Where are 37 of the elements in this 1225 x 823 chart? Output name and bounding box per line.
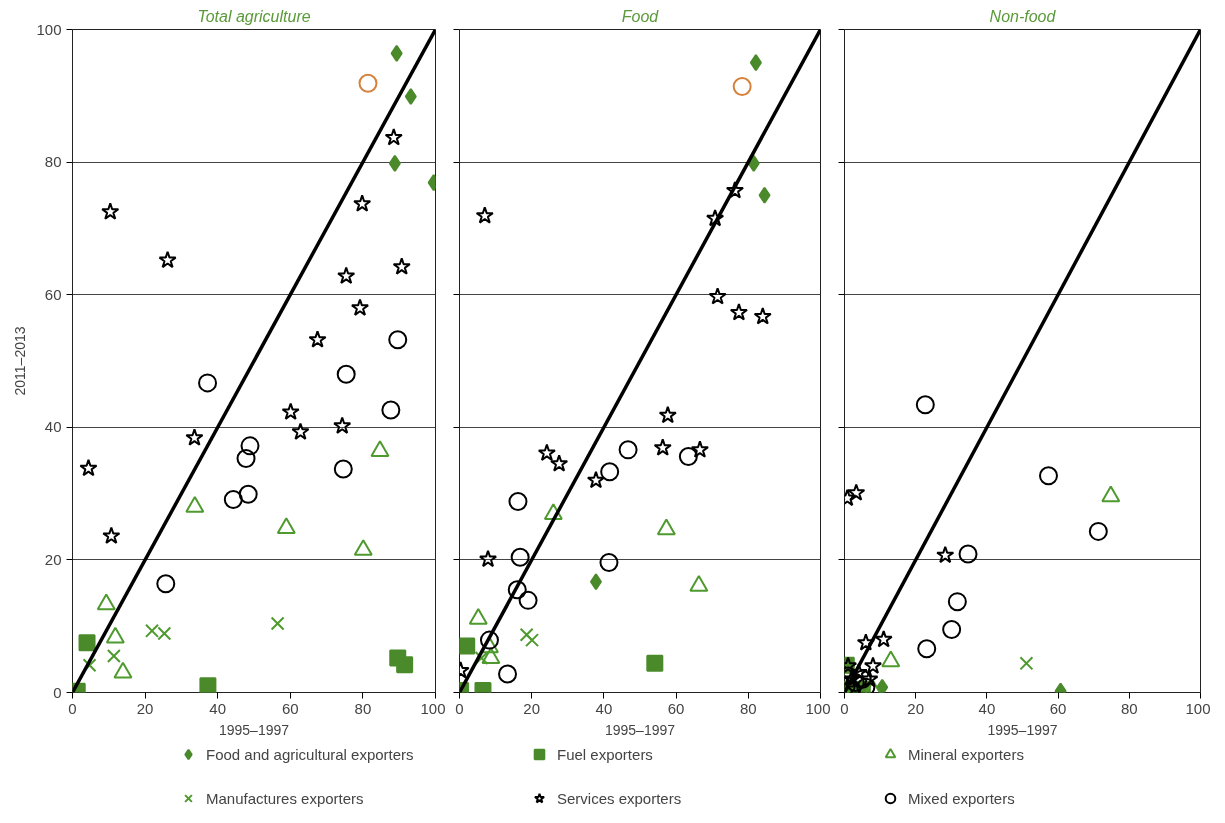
- chart-title: Food: [621, 7, 660, 25]
- y-tick-label: 100: [36, 20, 62, 38]
- y-tick-label: 20: [44, 550, 62, 568]
- x-tick-label: 40: [209, 699, 227, 717]
- legend-label: Manufactures exporters: [206, 788, 365, 809]
- y-tick-label: 80: [44, 153, 62, 171]
- x-tick-label: 0: [840, 699, 849, 717]
- legend-label: Mixed exporters: [908, 788, 1016, 809]
- y-tick-label: 40: [44, 418, 62, 436]
- legend-label: Fuel exporters: [557, 744, 654, 765]
- x-tick-label: 100: [805, 699, 831, 717]
- x-tick-label: 40: [595, 699, 613, 717]
- x-tick-label: 80: [739, 699, 757, 717]
- x-tick-label: 40: [978, 699, 996, 717]
- x-tick-label: 60: [281, 699, 299, 717]
- x-tick-label: 100: [1185, 699, 1211, 717]
- chart-title: Non-food: [989, 7, 1057, 25]
- legend-label: Food and agricultural exporters: [206, 744, 415, 765]
- chart-title: Total agriculture: [197, 7, 311, 25]
- x-tick-label: 20: [907, 699, 925, 717]
- x-tick-label: 20: [523, 699, 541, 717]
- x-tick-label: 60: [1049, 699, 1067, 717]
- x-tick-label: 80: [1120, 699, 1138, 717]
- legend-label: Services exporters: [557, 788, 683, 809]
- legend-label: Mineral exporters: [908, 744, 1025, 765]
- x-tick-label: 60: [667, 699, 685, 717]
- x-axis-title: 1995–1997: [218, 721, 290, 738]
- x-tick-label: 0: [68, 699, 77, 717]
- x-axis-title: 1995–1997: [987, 721, 1058, 738]
- y-tick-label: 60: [44, 285, 62, 303]
- x-tick-label: 0: [455, 699, 464, 717]
- y-tick-label: 0: [53, 683, 62, 701]
- x-tick-label: 100: [420, 699, 446, 717]
- y-axis-title: 2011–2013: [12, 326, 29, 396]
- x-tick-label: 20: [136, 699, 154, 717]
- x-axis-title: 1995–1997: [604, 721, 676, 738]
- x-tick-label: 80: [354, 699, 372, 717]
